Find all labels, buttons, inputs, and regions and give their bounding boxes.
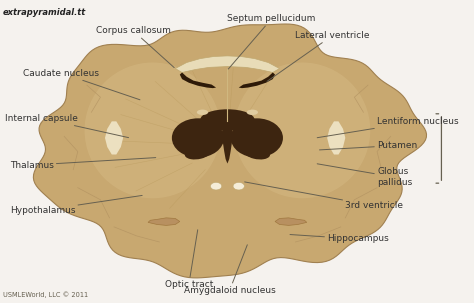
Polygon shape	[239, 72, 275, 88]
Text: Amygdaloid nucleus: Amygdaloid nucleus	[184, 245, 275, 295]
Text: Putamen: Putamen	[319, 141, 417, 150]
Text: Internal capsule: Internal capsule	[5, 114, 128, 138]
Text: Hippocampus: Hippocampus	[290, 235, 389, 244]
Ellipse shape	[246, 110, 258, 115]
Ellipse shape	[244, 147, 270, 159]
Polygon shape	[175, 56, 280, 72]
Polygon shape	[327, 121, 345, 155]
Text: extrapyramidal.tt: extrapyramidal.tt	[3, 8, 86, 17]
Ellipse shape	[233, 182, 245, 190]
Polygon shape	[222, 120, 233, 164]
Text: Hypothalamus: Hypothalamus	[10, 195, 142, 215]
Ellipse shape	[210, 182, 222, 190]
Text: Caudate nucleus: Caudate nucleus	[23, 68, 140, 100]
Text: Lateral ventricle: Lateral ventricle	[267, 31, 370, 81]
Polygon shape	[148, 218, 180, 225]
Text: USMLEWorld, LLC © 2011: USMLEWorld, LLC © 2011	[3, 291, 88, 298]
Polygon shape	[105, 121, 123, 155]
Ellipse shape	[200, 109, 255, 130]
Text: Septum pellucidum: Septum pellucidum	[228, 14, 316, 69]
Ellipse shape	[84, 62, 220, 198]
Polygon shape	[275, 218, 307, 225]
Text: Corpus callosum: Corpus callosum	[96, 26, 174, 68]
Ellipse shape	[185, 147, 211, 159]
Ellipse shape	[231, 118, 283, 158]
Text: Globus
pallidus: Globus pallidus	[317, 164, 412, 187]
Polygon shape	[33, 24, 427, 278]
Ellipse shape	[234, 62, 370, 198]
Polygon shape	[180, 72, 216, 88]
Text: 3rd ventricle: 3rd ventricle	[245, 182, 403, 210]
Ellipse shape	[197, 110, 208, 115]
Text: Thalamus: Thalamus	[10, 158, 156, 170]
Text: Optic tract: Optic tract	[164, 230, 213, 289]
Text: Lentiform nucleus: Lentiform nucleus	[317, 117, 459, 138]
Ellipse shape	[172, 118, 224, 158]
